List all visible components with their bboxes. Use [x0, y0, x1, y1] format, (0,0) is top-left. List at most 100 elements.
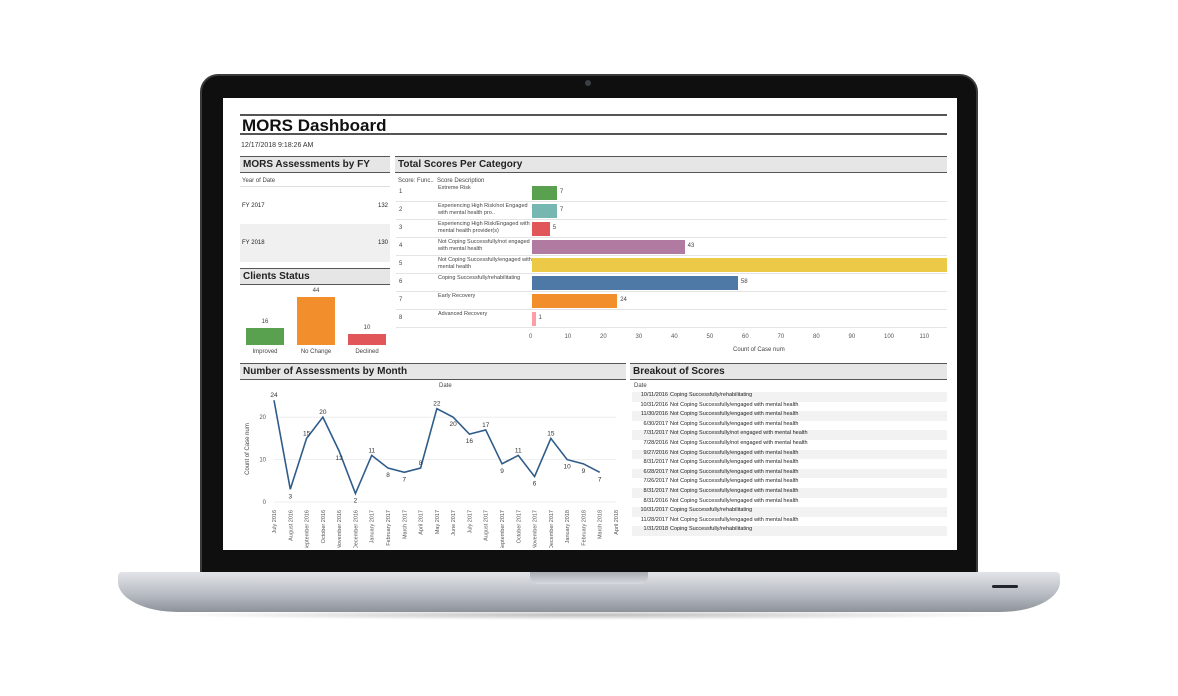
fy-row-2018[interactable]: FY 2018 130 — [240, 224, 390, 262]
breakout-row[interactable]: 11/28/2017 Not Coping Successfully/engage… — [632, 516, 947, 527]
month-data-label: 15 — [547, 430, 555, 437]
score-desc: Experiencing High Risk/Engaged with ment… — [438, 221, 530, 234]
status-bar-value: 44 — [312, 288, 320, 294]
month-data-label: 20 — [319, 409, 327, 416]
breakout-desc: Not Coping Successfully/engaged with men… — [670, 411, 799, 418]
breakout-date: 10/31/2016 — [640, 401, 668, 408]
breakout-row[interactable]: 8/31/2016 Not Coping Successfully/engaged… — [632, 497, 947, 508]
dashboard-screen: MORS Dashboard 12/17/2018 9:18:26 AM MOR… — [223, 98, 957, 550]
month-series-line[interactable] — [273, 400, 601, 496]
breakout-desc: Coping Successfully/rehabilitating — [670, 392, 753, 398]
score-bar[interactable] — [532, 276, 738, 290]
scores-x-tick: 50 — [706, 334, 714, 340]
score-row[interactable]: 8 Advanced Recovery 1 — [396, 310, 947, 328]
month-x-tick: April 2017 — [419, 510, 425, 535]
breakout-row[interactable]: 6/30/2017 Not Coping Successfully/engaged… — [632, 420, 947, 431]
month-data-label: 7 — [402, 476, 406, 483]
month-x-tick: October 2016 — [321, 510, 327, 543]
breakout-date: 8/31/2017 — [643, 488, 668, 494]
breakout-row[interactable]: 7/26/2017 Not Coping Successfully/engaged… — [632, 478, 947, 488]
scores-col1-header: Score: Func.. — [398, 178, 434, 184]
month-x-tick: March 2018 — [598, 510, 604, 539]
score-desc: Advanced Recovery — [438, 311, 488, 317]
breakout-desc: Not Coping Successfully/engaged with men… — [670, 459, 799, 466]
status-panel-title: Clients Status — [240, 268, 390, 285]
score-bar[interactable] — [532, 240, 685, 254]
breakout-desc: Not Coping Successfully/engaged with men… — [670, 497, 799, 504]
score-bar[interactable] — [532, 258, 947, 272]
scores-x-tick: 90 — [848, 334, 856, 340]
month-line-chart: Count of Case num 0 10 20 24 3 15 20 12 2 11 8 7 8 22 2… — [245, 392, 620, 548]
scores-x-tick: 0 — [529, 334, 533, 340]
breakout-row[interactable]: 10/11/2016 Coping Successfully/rehabilita… — [632, 392, 947, 402]
score-bar[interactable] — [532, 312, 536, 326]
breakout-row[interactable]: 10/31/2017 Coping Successfully/rehabilita… — [632, 507, 947, 517]
score-row[interactable]: 5 Not Coping Successfully/engaged with me… — [396, 256, 947, 274]
breakout-row[interactable]: 9/27/2016 Not Coping Successfully/engaged… — [632, 449, 947, 460]
score-row[interactable]: 1 Extreme Risk 7 — [396, 184, 947, 202]
fy-row-2017[interactable]: FY 2017 132 — [240, 186, 390, 224]
scores-panel-title: Total Scores Per Category — [395, 156, 947, 173]
breakout-row[interactable]: 8/31/2017 Not Coping Successfully/engaged… — [632, 488, 947, 498]
fy-row-value: 130 — [377, 240, 388, 246]
dashboard-title: MORS Dashboard — [240, 114, 947, 135]
month-data-label: 20 — [450, 421, 458, 428]
score-row[interactable]: 3 Experiencing High Risk/Engaged with men… — [396, 220, 947, 238]
month-x-tick: December 2017 — [549, 510, 555, 548]
status-bar-declined[interactable] — [348, 334, 386, 345]
fy-row-label: FY 2018 — [242, 240, 265, 246]
breakout-date: 7/31/2017 — [643, 430, 668, 437]
month-y-title: Count of Case num — [245, 423, 251, 475]
score-value: 7 — [559, 189, 564, 195]
breakout-row[interactable]: 1/31/2018 Coping Successfully/rehabilitat… — [632, 526, 947, 536]
breakout-date: 7/28/2016 — [643, 440, 668, 446]
month-data-label: 17 — [482, 422, 490, 429]
month-data-label: 16 — [466, 438, 474, 445]
breakout-row[interactable]: 11/30/2016 Not Coping Successfully/engage… — [632, 411, 947, 421]
fy-row-label: FY 2017 — [242, 203, 265, 209]
score-row[interactable]: 7 Early Recovery 24 — [396, 292, 947, 310]
month-x-tick: November 2016 — [337, 510, 343, 548]
breakout-row[interactable]: 7/31/2017 Not Coping Successfully/not eng… — [632, 430, 947, 440]
score-value: 24 — [620, 297, 627, 303]
score-value: 43 — [687, 243, 695, 249]
breakout-date: 9/27/2016 — [643, 449, 668, 456]
month-data-label: 24 — [270, 392, 278, 399]
month-x-tick: November 2017 — [533, 510, 539, 548]
score-bar[interactable] — [532, 222, 550, 236]
month-data-label: 12 — [336, 455, 344, 462]
month-data-label: 3 — [288, 493, 292, 500]
breakout-row[interactable]: 10/31/2016 Not Coping Successfully/engage… — [632, 401, 947, 412]
score-desc: Early Recovery — [438, 293, 476, 299]
score-desc: Coping Successfully/rehabilitating — [438, 275, 521, 281]
breakout-date: 6/30/2017 — [643, 420, 668, 427]
score-value: 58 — [740, 279, 748, 285]
score-bar[interactable] — [532, 186, 557, 200]
month-x-tick: February 2017 — [386, 510, 392, 546]
breakout-row[interactable]: 8/31/2017 Not Coping Successfully/engaged… — [632, 459, 947, 469]
status-bar-label: No Change — [300, 349, 332, 355]
score-bar[interactable] — [532, 204, 557, 218]
breakout-desc: Not Coping Successfully/engaged with men… — [670, 488, 799, 494]
month-data-label: 11 — [368, 447, 375, 454]
status-bar-value: 16 — [261, 318, 269, 325]
breakout-row[interactable]: 6/28/2017 Not Coping Successfully/engaged… — [632, 468, 947, 479]
status-bar-no-change[interactable] — [297, 297, 335, 345]
breakout-desc: Not Coping Successfully/engaged with men… — [670, 449, 799, 456]
month-data-label: 8 — [386, 472, 390, 479]
score-row[interactable]: 2 Experiencing High Risk/not Engaged with… — [396, 202, 947, 220]
breakout-desc: Not Coping Successfully/engaged with men… — [670, 468, 799, 475]
fy-col-header: Year of Date — [242, 178, 276, 184]
score-row[interactable]: 4 Not Coping Successfully/not engaged wit… — [396, 238, 947, 256]
breakout-row[interactable]: 7/28/2016 Not Coping Successfully/not eng… — [632, 440, 947, 450]
breakout-date: 10/31/2017 — [640, 507, 668, 514]
month-y-tick: 20 — [259, 415, 266, 421]
month-x-tick: March 2017 — [402, 510, 408, 539]
breakout-date: 10/11/2016 — [640, 392, 668, 398]
status-bar-improved[interactable] — [246, 327, 284, 345]
month-y-tick: 10 — [259, 458, 266, 464]
score-bar[interactable] — [532, 294, 618, 308]
score-row[interactable]: 6 Coping Successfully/rehabilitating 58 — [396, 274, 947, 292]
month-data-label: 10 — [564, 464, 572, 471]
score-desc: Extreme Risk — [438, 185, 471, 191]
